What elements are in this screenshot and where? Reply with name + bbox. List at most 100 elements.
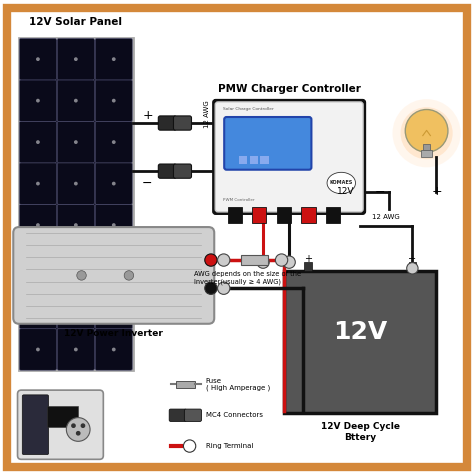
FancyBboxPatch shape	[57, 38, 94, 80]
Circle shape	[74, 306, 78, 310]
FancyBboxPatch shape	[95, 38, 132, 80]
Bar	[241, 256, 268, 265]
Text: −: −	[142, 177, 153, 190]
Circle shape	[36, 57, 40, 61]
Circle shape	[36, 306, 40, 310]
FancyBboxPatch shape	[19, 38, 133, 370]
Circle shape	[112, 99, 116, 103]
Bar	[228, 207, 242, 223]
Bar	[326, 207, 340, 223]
Text: +: +	[431, 186, 442, 199]
FancyBboxPatch shape	[95, 80, 132, 122]
FancyBboxPatch shape	[95, 204, 132, 246]
Circle shape	[36, 223, 40, 227]
FancyBboxPatch shape	[57, 122, 94, 163]
Circle shape	[401, 107, 453, 159]
Circle shape	[408, 114, 446, 152]
Circle shape	[74, 181, 78, 185]
FancyBboxPatch shape	[95, 122, 132, 163]
FancyBboxPatch shape	[13, 227, 214, 324]
FancyBboxPatch shape	[19, 287, 56, 329]
Text: 12 AWG: 12 AWG	[204, 100, 210, 128]
Circle shape	[205, 254, 217, 266]
Bar	[301, 207, 316, 223]
Text: 12V Deep Cycle
Bttery: 12V Deep Cycle Bttery	[321, 422, 400, 442]
Text: Ring Terminal: Ring Terminal	[206, 443, 253, 449]
Text: PMW Charger Controller: PMW Charger Controller	[218, 85, 361, 95]
Circle shape	[112, 306, 116, 310]
FancyBboxPatch shape	[169, 409, 186, 421]
Text: 12V Solar Panel: 12V Solar Panel	[29, 17, 122, 27]
FancyBboxPatch shape	[19, 38, 56, 80]
Circle shape	[218, 254, 230, 266]
Circle shape	[112, 57, 116, 61]
Ellipse shape	[327, 172, 356, 194]
Circle shape	[36, 140, 40, 144]
FancyBboxPatch shape	[173, 164, 191, 178]
FancyBboxPatch shape	[19, 122, 56, 163]
Text: 12V: 12V	[333, 320, 387, 344]
FancyBboxPatch shape	[19, 329, 56, 370]
FancyBboxPatch shape	[158, 116, 176, 130]
FancyBboxPatch shape	[19, 204, 56, 246]
Circle shape	[74, 265, 78, 268]
Circle shape	[36, 265, 40, 268]
FancyBboxPatch shape	[19, 246, 56, 287]
FancyBboxPatch shape	[213, 100, 365, 214]
Bar	[277, 207, 291, 223]
Circle shape	[66, 418, 90, 441]
FancyBboxPatch shape	[95, 163, 132, 204]
FancyBboxPatch shape	[57, 163, 94, 204]
FancyBboxPatch shape	[184, 409, 201, 421]
Circle shape	[74, 348, 78, 352]
Circle shape	[283, 256, 295, 268]
Text: KOMAES: KOMAES	[329, 180, 353, 186]
Text: +: +	[304, 254, 312, 264]
Circle shape	[74, 57, 78, 61]
Text: AWG depends on the size of the
Inverter(usually ≥ 4 AWG): AWG depends on the size of the Inverter(…	[194, 271, 301, 285]
Bar	[423, 143, 430, 150]
FancyBboxPatch shape	[18, 390, 103, 459]
Bar	[284, 271, 436, 413]
Text: 12V: 12V	[337, 188, 354, 197]
Circle shape	[36, 181, 40, 185]
FancyBboxPatch shape	[95, 287, 132, 329]
Circle shape	[71, 423, 76, 428]
FancyBboxPatch shape	[158, 164, 176, 178]
Bar	[260, 156, 269, 163]
FancyBboxPatch shape	[57, 204, 94, 246]
Circle shape	[275, 254, 288, 266]
Text: −: −	[374, 186, 385, 199]
Bar	[250, 156, 258, 163]
Circle shape	[112, 223, 116, 227]
FancyBboxPatch shape	[95, 246, 132, 287]
Circle shape	[112, 265, 116, 268]
Bar	[252, 207, 266, 223]
Circle shape	[74, 223, 78, 227]
Circle shape	[112, 140, 116, 144]
Text: PWM Controller: PWM Controller	[223, 198, 255, 202]
Text: MC4 Connectors: MC4 Connectors	[206, 412, 263, 418]
Bar	[47, 406, 78, 427]
Bar	[421, 150, 432, 157]
Bar	[239, 156, 247, 163]
Circle shape	[124, 271, 134, 280]
Circle shape	[257, 256, 269, 268]
FancyBboxPatch shape	[224, 117, 311, 170]
FancyBboxPatch shape	[57, 329, 94, 370]
Circle shape	[74, 140, 78, 144]
Text: Solar Charge Controller: Solar Charge Controller	[223, 107, 273, 111]
Bar	[409, 262, 416, 271]
Text: Fuse
( High Amperage ): Fuse ( High Amperage )	[206, 378, 270, 391]
Circle shape	[392, 99, 461, 167]
FancyBboxPatch shape	[173, 116, 191, 130]
FancyBboxPatch shape	[57, 80, 94, 122]
Circle shape	[407, 263, 418, 274]
Bar	[304, 262, 312, 271]
FancyBboxPatch shape	[215, 102, 363, 212]
Circle shape	[74, 99, 78, 103]
FancyBboxPatch shape	[7, 8, 467, 467]
Circle shape	[405, 110, 448, 152]
FancyBboxPatch shape	[22, 395, 48, 455]
FancyBboxPatch shape	[57, 246, 94, 287]
